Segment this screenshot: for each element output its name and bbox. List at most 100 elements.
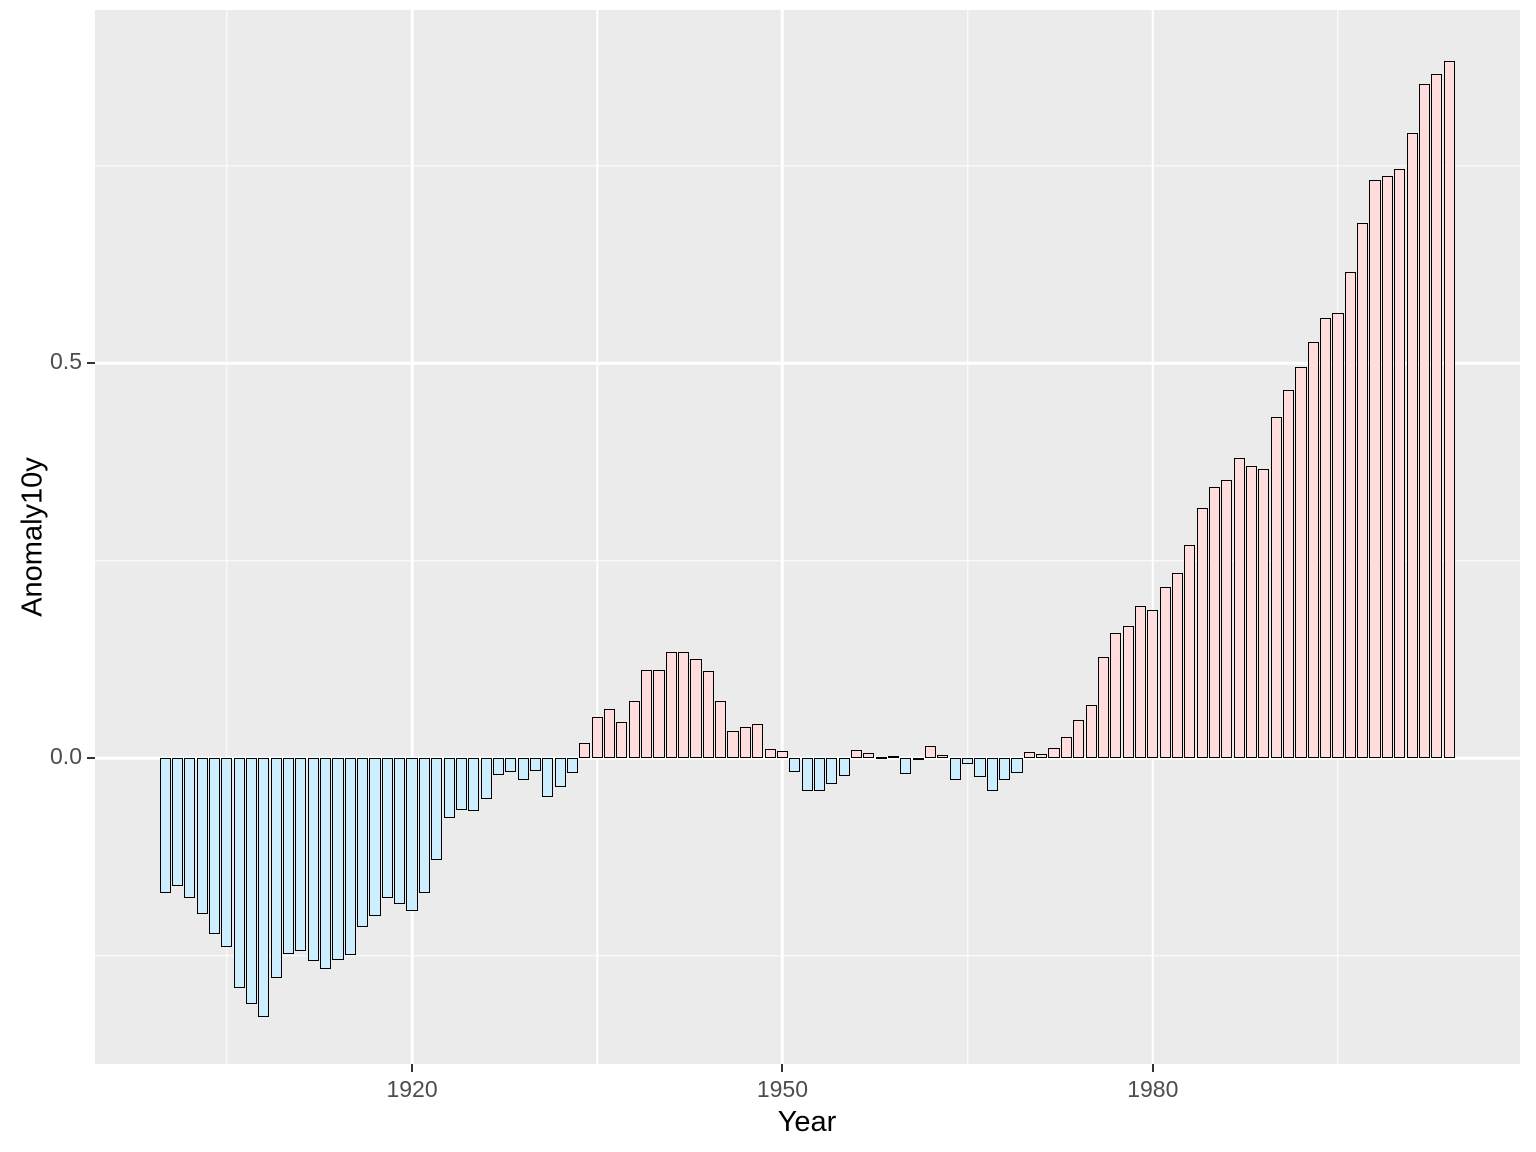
- bar-year-1920: [406, 758, 418, 912]
- bar-year-1947: [739, 726, 751, 759]
- bar-year-1953: [813, 758, 826, 791]
- bar-year-1903: [196, 758, 208, 914]
- y-major-gridline: [95, 361, 1520, 365]
- bar-year-1989: [1258, 469, 1270, 759]
- bar-year-1971: [1036, 754, 1048, 759]
- bar-year-1934: [579, 743, 591, 759]
- bar-year-1986: [1221, 480, 1233, 759]
- x-tick-label: 1980: [1127, 1076, 1179, 1102]
- bar-year-1982: [1171, 572, 1184, 759]
- x-tick-mark: [781, 1064, 784, 1072]
- bar-year-1902: [184, 758, 196, 899]
- bar-year-1908: [258, 758, 270, 1017]
- bar-year-1909: [270, 758, 282, 978]
- bar-year-1978: [1122, 626, 1134, 759]
- bar-year-1940: [653, 669, 665, 759]
- bar-year-1918: [381, 758, 393, 899]
- bar-year-1935: [591, 717, 603, 759]
- y-tick-mark: [87, 757, 95, 760]
- bar-year-1996: [1344, 272, 1356, 759]
- bar-year-1976: [1097, 657, 1109, 759]
- bar-year-1960: [900, 758, 912, 775]
- bar-year-1933: [566, 758, 579, 774]
- bar-year-1974: [1073, 720, 1085, 759]
- bar-year-1911: [295, 758, 307, 951]
- bar-year-1957: [863, 752, 875, 759]
- bar-year-1904: [208, 758, 221, 934]
- y-tick-mark: [87, 362, 95, 365]
- x-major-gridline: [1151, 10, 1155, 1064]
- x-major-gridline: [410, 10, 414, 1064]
- bar-year-1990: [1270, 416, 1282, 759]
- bar-year-1950: [776, 751, 788, 759]
- bar-year-1907: [245, 758, 258, 1004]
- bar-year-1984: [1196, 507, 1208, 759]
- bar-year-1992: [1295, 367, 1307, 759]
- bar-year-1900: [159, 758, 171, 894]
- bar-year-1983: [1184, 544, 1196, 759]
- bar-year-2001: [1406, 133, 1418, 759]
- bar-year-1915: [344, 758, 356, 955]
- bar-year-1980: [1147, 610, 1159, 759]
- bar-year-1969: [1011, 758, 1023, 774]
- bar-year-1946: [727, 730, 739, 759]
- bar-year-1942: [678, 652, 690, 759]
- bar-year-1949: [764, 748, 776, 759]
- bar-year-1939: [641, 669, 653, 759]
- bar-year-1995: [1332, 312, 1344, 759]
- bar-year-1938: [628, 700, 640, 759]
- bar-year-1930: [529, 758, 542, 771]
- bar-year-1998: [1369, 179, 1381, 759]
- y-minor-gridline: [95, 955, 1520, 957]
- y-tick-label: 0.0: [50, 743, 82, 770]
- bar-year-1937: [616, 721, 628, 759]
- bar-year-1994: [1320, 318, 1332, 759]
- bar-year-1936: [604, 709, 616, 759]
- bar-year-1932: [554, 758, 566, 788]
- bar-year-1901: [171, 758, 184, 887]
- bar-year-1925: [468, 758, 480, 812]
- bar-year-1977: [1110, 633, 1122, 759]
- bar-year-1928: [505, 758, 517, 773]
- bar-year-1914: [332, 758, 344, 960]
- y-minor-gridline: [95, 560, 1520, 562]
- bar-year-1910: [283, 758, 295, 955]
- bar-year-1959: [887, 755, 900, 759]
- bar-year-1913: [320, 758, 332, 970]
- bar-year-1944: [702, 670, 714, 759]
- bar-year-2004: [1443, 61, 1455, 759]
- bar-year-1951: [789, 758, 801, 772]
- bar-year-1979: [1134, 605, 1147, 759]
- bar-year-1961: [912, 758, 924, 761]
- bar-year-1923: [443, 758, 455, 819]
- bar-year-1912: [307, 758, 319, 962]
- bar-year-1948: [752, 724, 764, 759]
- x-tick-mark: [411, 1064, 414, 1072]
- bar-year-1941: [665, 652, 677, 759]
- bar-year-1967: [986, 758, 998, 792]
- x-minor-gridline: [226, 10, 228, 1064]
- bar-year-1964: [949, 758, 961, 781]
- bar-year-1916: [357, 758, 369, 928]
- bar-year-1921: [418, 758, 430, 893]
- bar-year-1988: [1246, 465, 1258, 759]
- bar-year-1917: [369, 758, 381, 917]
- bar-year-2000: [1394, 168, 1406, 759]
- x-tick-label: 1920: [386, 1076, 438, 1102]
- bar-year-1965: [962, 758, 974, 764]
- bar-year-1906: [233, 758, 245, 989]
- plot-panel: [95, 10, 1520, 1064]
- bar-year-1966: [974, 758, 986, 778]
- bar-year-1975: [1085, 705, 1097, 759]
- bar-year-1952: [801, 758, 813, 791]
- x-major-gridline: [781, 10, 784, 1064]
- bar-year-1955: [838, 758, 850, 776]
- bar-year-1926: [480, 758, 492, 799]
- x-minor-gridline: [596, 10, 598, 1064]
- bar-year-1987: [1233, 457, 1245, 759]
- y-axis-title: Anomaly10y: [16, 457, 49, 617]
- bar-year-1962: [925, 745, 937, 759]
- bar-year-1963: [937, 755, 949, 759]
- bar-year-1927: [492, 758, 505, 775]
